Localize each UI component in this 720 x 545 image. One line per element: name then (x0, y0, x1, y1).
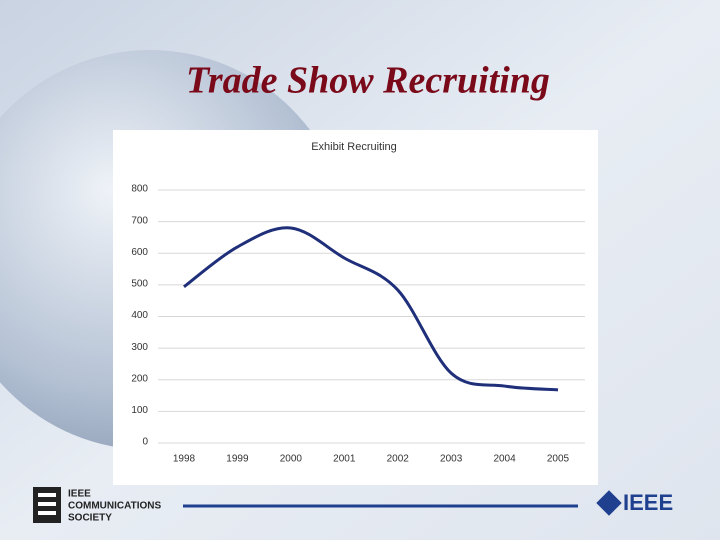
y-tick-label: 800 (131, 184, 148, 195)
y-tick-label: 400 (131, 310, 148, 321)
ieee-logo: IEEE (596, 490, 673, 516)
x-tick-label: 2002 (387, 454, 410, 465)
logo-stripe (38, 493, 56, 497)
slide-title: Trade Show Recruiting (186, 60, 550, 102)
x-tick-label: 2005 (547, 454, 570, 465)
society-text: SOCIETY (68, 513, 112, 524)
x-tick-label: 1999 (226, 454, 249, 465)
x-tick-label: 2001 (333, 454, 356, 465)
y-tick-label: 100 (131, 405, 148, 416)
y-tick-label: 500 (131, 279, 148, 290)
logo-diamond (596, 490, 622, 516)
y-tick-label: 700 (131, 215, 148, 226)
chart-panel (113, 130, 598, 485)
society-text: IEEE (68, 489, 91, 500)
society-logo: IEEE COMMUNICATIONS SOCIETY (33, 487, 161, 524)
society-text: COMMUNICATIONS (68, 501, 161, 512)
logo-stripe (38, 502, 56, 506)
data-line (183, 226, 559, 392)
y-tick-label: 600 (131, 247, 148, 258)
y-tick-label: 200 (131, 373, 148, 384)
logo-stripe (38, 511, 56, 515)
x-tick-label: 1998 (173, 454, 196, 465)
chart-title: Exhibit Recruiting (311, 141, 397, 153)
x-tick-label: 2003 (440, 454, 463, 465)
x-tick-label: 2004 (493, 454, 516, 465)
plot: 0 100 200 300 400 500 600 700 800 1998 1999 2000 200… (131, 184, 585, 465)
ieee-text: IEEE (623, 490, 673, 515)
x-tick-label: 2000 (280, 454, 303, 465)
y-tick-label: 0 (142, 437, 148, 448)
y-tick-label: 300 (131, 342, 148, 353)
